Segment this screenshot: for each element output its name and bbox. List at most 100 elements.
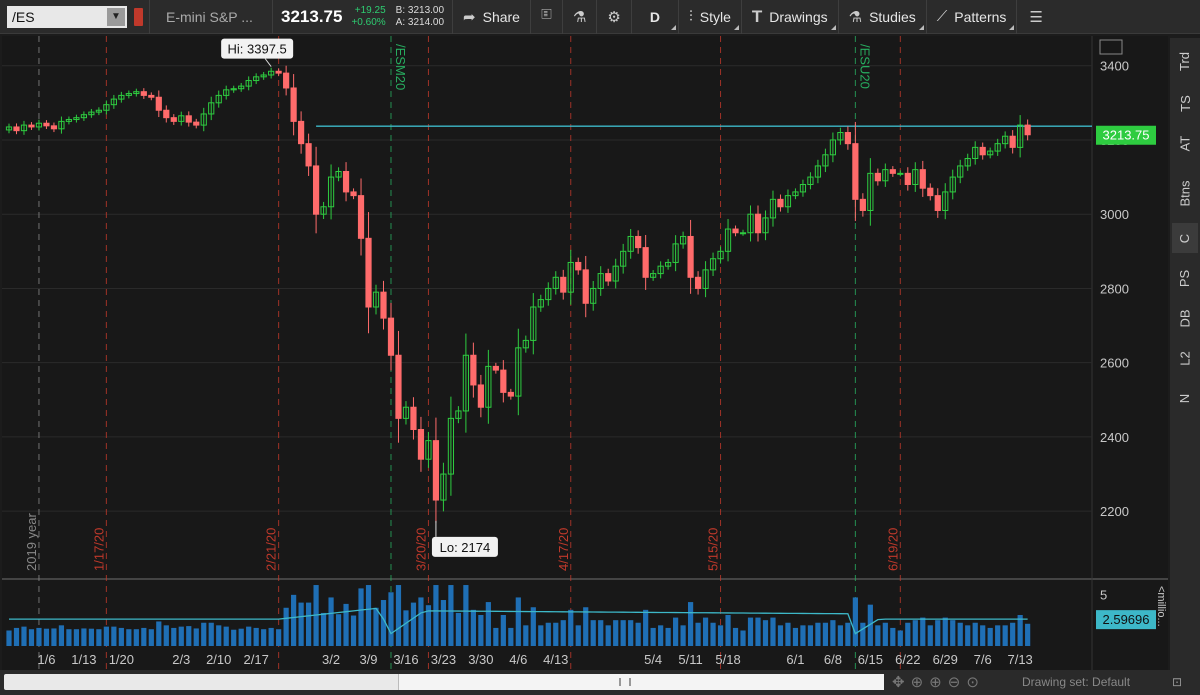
candle-body <box>95 109 102 113</box>
settings-button[interactable]: ⚙ <box>597 0 630 34</box>
candle-body <box>627 235 634 252</box>
flask-icon: ⚗ <box>572 8 587 26</box>
candle-body <box>163 109 170 119</box>
volume-bar <box>957 622 963 646</box>
zoom-in-icon[interactable]: ⊕ <box>929 674 942 691</box>
side-tab-c[interactable]: C <box>1172 223 1198 253</box>
divider <box>149 0 150 34</box>
side-tab-ts[interactable]: TS <box>1172 88 1198 118</box>
volume-bar <box>171 627 177 646</box>
side-tab-label: TS <box>1177 94 1193 112</box>
volume-bar <box>740 630 746 646</box>
volume-bar <box>126 629 132 646</box>
vertical-marker-label: 3/20/20 <box>413 528 428 571</box>
volume-bar <box>995 625 1001 646</box>
flask-button[interactable]: ⚗ <box>563 0 596 34</box>
volume-bar <box>1002 625 1008 646</box>
candle-body <box>350 191 357 197</box>
zoom-reset-icon[interactable]: ⊙ <box>966 674 979 691</box>
notifications-button[interactable]: 🗉 <box>531 0 562 34</box>
chart-settings-icon[interactable] <box>1099 39 1123 55</box>
flag-icon[interactable] <box>134 7 143 26</box>
volume-bar <box>388 592 394 646</box>
candle-body <box>844 132 851 145</box>
x-tick-label: 3/30 <box>468 652 493 667</box>
candle-body <box>275 70 282 74</box>
volume-bar <box>6 630 12 646</box>
corner-icon <box>918 24 924 30</box>
y-tick-label: 2400 <box>1100 430 1129 445</box>
x-tick-label: 3/16 <box>393 652 418 667</box>
ask-value: A: 3214.00 <box>395 16 445 28</box>
volume-bar <box>223 626 229 646</box>
symbol-input[interactable]: /ES ▼ <box>7 5 127 28</box>
divider <box>925 0 927 34</box>
horizontal-scrollbar[interactable] <box>4 674 884 690</box>
divider <box>630 0 632 34</box>
side-tab-db[interactable]: DB <box>1172 303 1198 333</box>
vertical-marker-label: 4/17/20 <box>556 528 571 571</box>
hi-callout-label: Hi: 3397.5 <box>228 42 287 57</box>
candle-body <box>994 143 1001 152</box>
volume-bar <box>890 627 896 646</box>
chart-area[interactable]: 22002400260028003000320034002019 year1/1… <box>2 36 1168 670</box>
candle-body <box>133 91 140 95</box>
side-tab-n[interactable]: N <box>1172 383 1198 413</box>
pan-icon[interactable]: ✥ <box>892 674 905 691</box>
patterns-button[interactable]: ⟋ Patterns <box>927 0 1017 34</box>
candle-body <box>417 429 425 460</box>
volume-bar <box>717 625 724 646</box>
candle-body <box>268 70 275 76</box>
candle-body <box>485 365 492 408</box>
candle-body <box>934 195 941 211</box>
volume-bar <box>650 627 656 646</box>
top-toolbar: /ES ▼ E-mini S&P ... 3213.75 +19.25 +0.6… <box>0 0 1200 34</box>
volume-bar <box>73 629 80 646</box>
y-tick-label: 3400 <box>1100 59 1129 74</box>
side-tab-l2[interactable]: L2 <box>1172 343 1198 373</box>
corner-icon <box>733 24 739 30</box>
side-tab-btns[interactable]: Btns <box>1172 178 1198 208</box>
volume-bar <box>777 625 784 646</box>
candle-body <box>65 119 73 122</box>
side-tab-ps[interactable]: PS <box>1172 263 1198 293</box>
vertical-marker-label: 1/17/20 <box>91 528 106 571</box>
candle-body <box>88 111 95 116</box>
volume-bar <box>246 626 252 646</box>
volume-bar <box>702 617 709 646</box>
volume-bar <box>755 617 761 646</box>
chart-svg[interactable]: 22002400260028003000320034002019 year1/1… <box>2 36 1168 670</box>
share-button[interactable]: ➦ Share <box>453 0 530 34</box>
x-tick-label: 6/8 <box>824 652 842 667</box>
candle-body <box>552 276 559 289</box>
volume-bar <box>673 617 679 646</box>
volume-bar <box>508 627 514 646</box>
x-tick-label: 2/10 <box>206 652 231 667</box>
candle-body <box>814 165 822 178</box>
crosshair-icon[interactable]: ⊕ <box>910 674 924 691</box>
more-button[interactable]: ☰ <box>1017 0 1054 34</box>
lock-icon[interactable]: ⊡ <box>1172 675 1183 689</box>
divider <box>452 0 454 34</box>
zoom-out-icon[interactable]: ⊖ <box>947 674 961 691</box>
candle-body <box>447 417 455 475</box>
volume-bar <box>320 612 327 646</box>
volume-bar <box>897 630 903 646</box>
candle-body <box>395 354 402 419</box>
drawings-button[interactable]: T Drawings <box>742 0 838 34</box>
period-button[interactable]: D <box>632 0 678 34</box>
side-tab-trd[interactable]: Trd <box>1172 46 1198 76</box>
vertical-marker-label: 5/15/20 <box>706 528 721 571</box>
gear-icon: ⚙ <box>607 8 621 26</box>
style-button[interactable]: ⫶ Style <box>679 0 741 34</box>
volume-bar <box>186 626 192 646</box>
studies-button[interactable]: ⚗ Studies <box>839 0 926 34</box>
candle-body <box>717 250 724 260</box>
volume-bar <box>568 609 574 646</box>
chevron-down-icon[interactable]: ▼ <box>107 7 125 26</box>
candle-body <box>260 74 267 78</box>
candle-body <box>103 104 110 111</box>
scrollbar-thumb[interactable] <box>398 674 884 690</box>
drawing-set-label[interactable]: Drawing set: Default <box>1022 675 1131 689</box>
side-tab-at[interactable]: AT <box>1172 128 1198 158</box>
